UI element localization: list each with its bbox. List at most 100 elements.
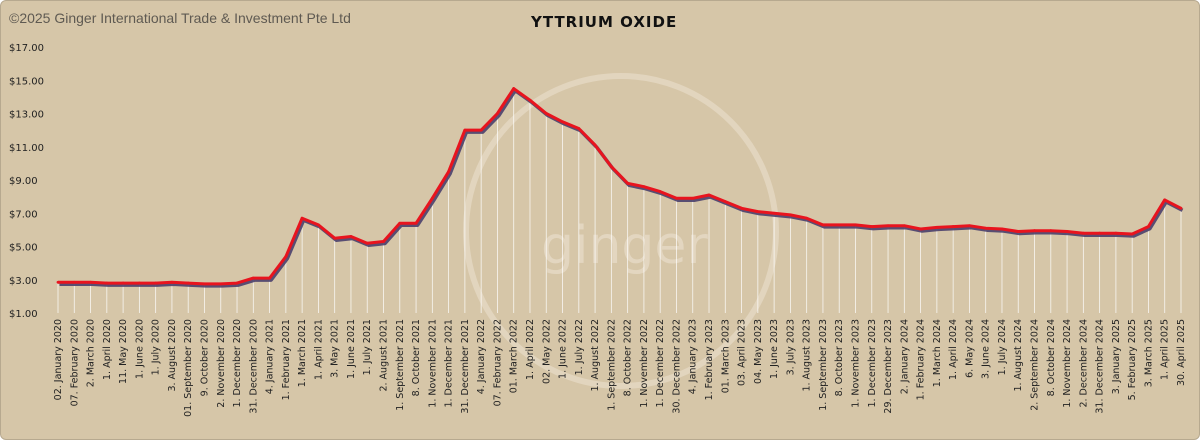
- data-point: [577, 127, 581, 130]
- data-point: [707, 193, 711, 197]
- x-tick-label: 8. October 2023: [834, 319, 845, 396]
- x-tick-label: 1. April 2024: [948, 319, 959, 380]
- data-point: [984, 226, 988, 230]
- x-tick-label: 4. January 2023: [688, 319, 699, 394]
- data-point: [186, 281, 190, 285]
- x-tick-label: 1. April 2020: [102, 319, 113, 380]
- x-tick-label: 1. August 2024: [1013, 319, 1024, 392]
- x-tick-label: 31. December 2020: [248, 319, 259, 414]
- x-tick-label: 1. February 2021: [281, 319, 292, 400]
- y-tick-label: $15.00: [9, 76, 44, 87]
- x-tick-label: 2. December 2024: [1078, 319, 1089, 408]
- data-point: [317, 223, 320, 227]
- x-tick-label: 07. February 2022: [492, 319, 503, 406]
- ginger-watermark: ginger: [463, 73, 779, 389]
- x-tick-label: 1. June 2020: [134, 319, 145, 379]
- data-point: [756, 210, 760, 213]
- data-point: [463, 128, 467, 132]
- data-point: [479, 128, 483, 132]
- data-point: [219, 282, 223, 286]
- x-tick-label: 04. May 2023: [753, 319, 764, 384]
- data-point: [854, 223, 857, 227]
- x-tick-label: 3. July 2023: [785, 319, 796, 375]
- data-point: [333, 236, 337, 240]
- x-tick-label: 30. April 2025: [1176, 319, 1187, 386]
- x-tick-label: 8. October 2024: [1046, 319, 1057, 396]
- x-tick-label: 3. March 2025: [1143, 319, 1154, 387]
- y-tick-label: $11.00: [9, 143, 44, 154]
- x-tick-label: 1. September 2023: [818, 319, 829, 411]
- data-point: [788, 213, 792, 217]
- x-tick-label: 9. October 2020: [199, 319, 210, 396]
- series-lines: [56, 87, 1184, 288]
- x-tick-label: 8. October 2022: [623, 319, 634, 396]
- data-point: [821, 223, 825, 227]
- x-tick-label: 1. November 2022: [639, 319, 650, 408]
- data-point: [675, 196, 678, 200]
- data-point: [398, 221, 402, 225]
- x-tick-label: 31. December 2024: [1095, 319, 1106, 414]
- data-point: [137, 281, 141, 285]
- y-tick-label: $13.00: [9, 110, 44, 121]
- x-tick-label: 2. September 2024: [1030, 319, 1041, 411]
- y-tick-label: $7.00: [9, 209, 38, 220]
- x-tick-label: 1. March 2024: [932, 319, 943, 387]
- x-tick-label: 1. December 2021: [444, 319, 455, 408]
- x-tick-label: 1. December 2022: [655, 319, 666, 408]
- series-line: [58, 87, 1182, 286]
- x-tick-label: 4. January 2022: [476, 319, 487, 394]
- data-point: [300, 216, 304, 220]
- data-point: [349, 235, 353, 238]
- x-tick-label: 6. May 2024: [964, 319, 975, 378]
- data-point: [772, 211, 776, 215]
- x-tick-label: 1. November 2024: [1062, 319, 1073, 408]
- data-point: [56, 280, 60, 284]
- data-point: [609, 165, 613, 169]
- data-point: [512, 87, 516, 90]
- x-tick-label: 1. December 2023: [867, 319, 878, 408]
- x-tick-label: 03. April 2023: [737, 319, 748, 386]
- x-axis: 02. January 2020 07. February 2020 2. Marc…: [53, 319, 1187, 417]
- data-point: [544, 112, 548, 115]
- data-point: [691, 196, 695, 200]
- x-tick-label: 1. June 2022: [558, 319, 569, 379]
- data-point: [886, 224, 890, 228]
- x-tick-label: 1. July 2020: [151, 319, 162, 375]
- data-point: [1081, 231, 1085, 235]
- x-tick-label: 1. August 2022: [590, 319, 601, 392]
- y-axis: $17.00 $15.00 $13.00 $11.00 $9.00 $7.00 $5.00 $…: [9, 43, 44, 320]
- data-point: [1000, 227, 1004, 231]
- data-point: [642, 185, 646, 189]
- x-tick-label: 31. December 2021: [460, 319, 471, 414]
- x-tick-label: 02. January 2020: [53, 319, 64, 400]
- x-tick-label: 2. January 2024: [899, 319, 910, 394]
- data-point: [837, 223, 841, 227]
- x-tick-label: 3. May 2021: [330, 319, 341, 378]
- x-tick-label: 11. May 2020: [118, 319, 129, 384]
- x-tick-label: 5. February 2025: [1127, 319, 1138, 400]
- data-point: [430, 196, 434, 200]
- y-tick-label: $1.00: [9, 309, 38, 320]
- data-point: [447, 170, 451, 174]
- watermark-ring: [463, 73, 779, 389]
- x-tick-label: 02. May 2022: [541, 319, 552, 384]
- x-tick-label: 1. April 2021: [313, 319, 324, 380]
- x-tick-label: 01. March 2022: [509, 319, 520, 393]
- data-point: [593, 143, 597, 147]
- data-point: [121, 281, 125, 285]
- data-point: [105, 281, 109, 285]
- x-tick-label: 1. September 2022: [606, 319, 617, 411]
- x-tick-label: 29. December 2023: [883, 319, 894, 414]
- data-point: [951, 225, 955, 228]
- x-tick-label: 1. July 2022: [574, 319, 585, 375]
- data-point: [968, 224, 971, 228]
- data-point: [626, 181, 630, 185]
- data-point: [1179, 206, 1183, 210]
- y-tick-label: $5.00: [9, 243, 38, 254]
- x-tick-label: 1. June 2021: [346, 319, 357, 379]
- x-tick-label: 1. September 2021: [395, 319, 406, 411]
- data-point: [365, 241, 369, 245]
- x-tick-label: 07. February 2020: [69, 319, 80, 406]
- x-tick-label: 1. December 2020: [232, 319, 243, 408]
